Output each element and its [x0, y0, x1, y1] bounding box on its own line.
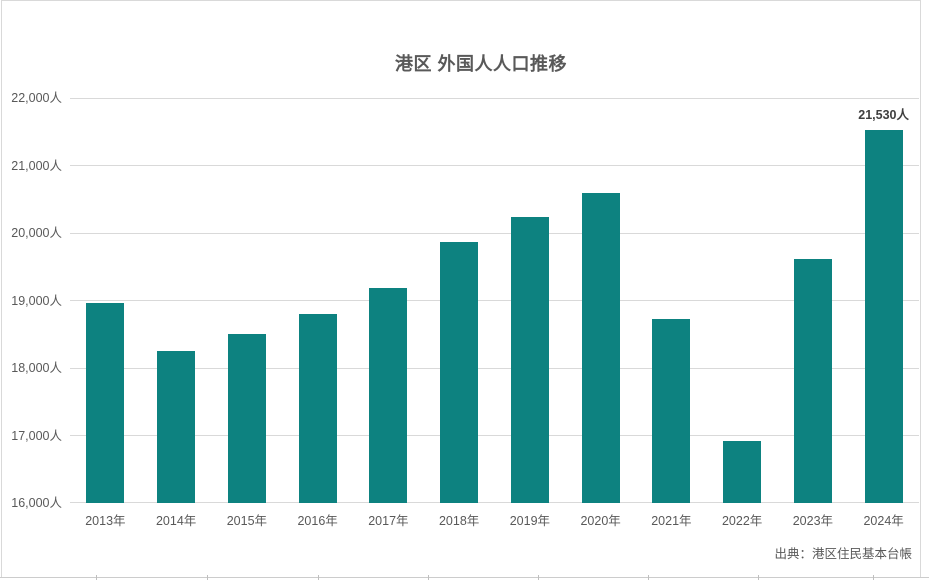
x-axis-tick-label: 2021年 — [651, 514, 692, 528]
y-axis-tick-label: 17,000人 — [11, 428, 62, 443]
y-gridline — [70, 300, 919, 301]
x-axis-tick-label: 2017年 — [368, 514, 409, 528]
bar-2024年 — [864, 129, 903, 503]
y-axis-tick-label: 18,000人 — [11, 361, 62, 375]
bar-2021年 — [652, 319, 691, 503]
y-gridline — [70, 435, 919, 436]
bar-2014年 — [157, 351, 196, 503]
y-axis-tick-label: 19,000人 — [11, 293, 62, 308]
bar-2013年 — [86, 303, 125, 503]
y-gridline — [70, 367, 919, 369]
x-axis-tick-label: 2019年 — [509, 514, 551, 528]
worksheet-column-tick — [538, 575, 539, 580]
bar-2016年 — [298, 314, 337, 503]
worksheet-column-tick — [428, 575, 429, 580]
bar-2020年 — [581, 192, 620, 503]
y-axis-tick-label: 16,000人 — [11, 496, 62, 510]
x-axis-tick-label: 2024年 — [863, 514, 904, 528]
x-axis-tick-label: 2022年 — [721, 514, 763, 528]
x-axis-tick-label: 2013年 — [85, 514, 126, 528]
bar-data-label: 21,530人 — [858, 107, 909, 122]
worksheet-column-tick — [648, 575, 649, 580]
worksheet-column-tick — [207, 575, 208, 580]
x-axis-tick-label: 2014年 — [155, 514, 197, 528]
y-axis-tick-label: 22,000人 — [11, 91, 62, 105]
bar-2023年 — [793, 258, 832, 503]
x-axis-tick-label: 2018年 — [438, 514, 480, 528]
worksheet-column-tick — [318, 575, 319, 580]
worksheet-column-tick — [873, 575, 874, 580]
worksheet-gridline — [0, 577, 929, 578]
chart-title: 港区 外国人人口推移 — [394, 54, 567, 74]
worksheet-column-tick — [758, 575, 759, 580]
plot-area: 21,530人 — [70, 97, 919, 503]
bar-2022年 — [723, 440, 762, 503]
x-axis-tick-label: 2023年 — [792, 514, 834, 528]
x-axis-tick-label: 2015年 — [226, 514, 268, 528]
y-gridline — [70, 97, 919, 99]
x-axis-tick-label: 2020年 — [580, 514, 621, 528]
worksheet-column-tick — [96, 575, 97, 580]
bar-2019年 — [510, 217, 549, 503]
y-axis-tick-label: 21,000人 — [11, 158, 62, 173]
y-gridline — [70, 232, 919, 234]
bar-2017年 — [369, 287, 408, 503]
y-axis-tick-label: 20,000人 — [11, 226, 62, 240]
bar-2015年 — [227, 333, 266, 503]
x-axis-line — [70, 502, 919, 503]
source-note: 出典：港区住民基本台帳 — [774, 547, 912, 561]
y-gridline — [70, 165, 919, 166]
x-axis-tick-label: 2016年 — [297, 514, 338, 528]
bar-2018年 — [440, 241, 479, 503]
